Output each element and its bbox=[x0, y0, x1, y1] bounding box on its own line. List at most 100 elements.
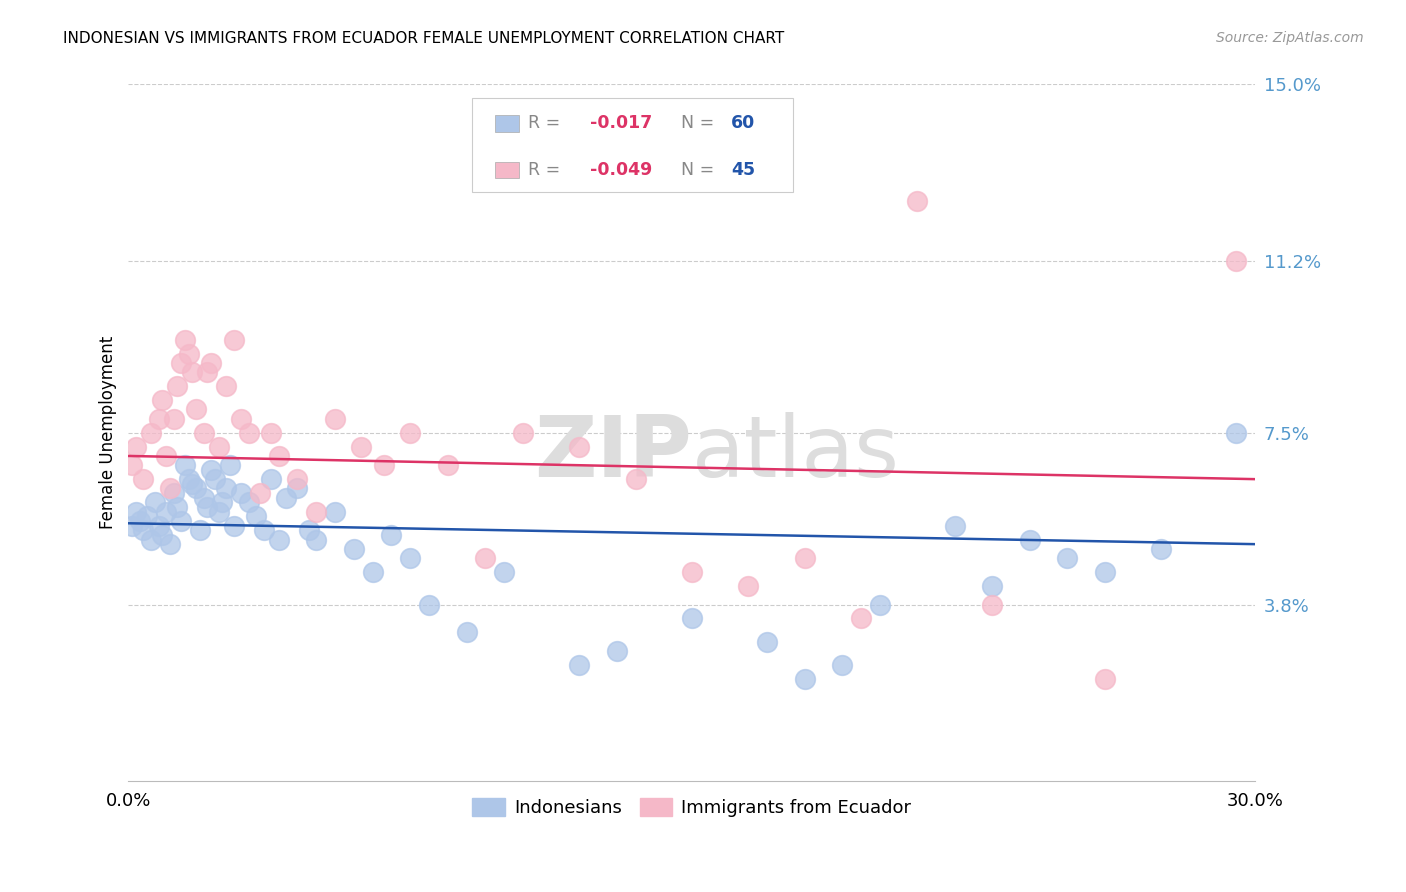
Point bbox=[849, 611, 872, 625]
Text: ZIP: ZIP bbox=[534, 412, 692, 495]
Point bbox=[380, 528, 402, 542]
Text: Source: ZipAtlas.com: Source: ZipAtlas.com bbox=[1216, 31, 1364, 45]
Text: N =: N = bbox=[681, 161, 714, 179]
Point bbox=[184, 402, 207, 417]
Point bbox=[287, 482, 309, 496]
Point bbox=[173, 333, 195, 347]
Point bbox=[139, 533, 162, 547]
Point bbox=[155, 449, 177, 463]
Text: 45: 45 bbox=[731, 161, 755, 179]
Point bbox=[260, 425, 283, 440]
Point bbox=[222, 518, 245, 533]
Point bbox=[606, 644, 628, 658]
Point bbox=[193, 425, 215, 440]
Text: R =: R = bbox=[529, 161, 561, 179]
Point bbox=[195, 500, 218, 514]
Point bbox=[568, 657, 591, 672]
Point bbox=[238, 425, 260, 440]
Point bbox=[188, 523, 211, 537]
Point bbox=[1094, 565, 1116, 579]
Point bbox=[373, 458, 395, 473]
Point bbox=[200, 463, 222, 477]
Text: -0.017: -0.017 bbox=[591, 114, 652, 132]
Point bbox=[207, 505, 229, 519]
Point bbox=[1018, 533, 1040, 547]
Point bbox=[456, 625, 478, 640]
Point bbox=[125, 505, 148, 519]
Y-axis label: Female Unemployment: Female Unemployment bbox=[100, 336, 117, 529]
Point bbox=[150, 528, 173, 542]
Point bbox=[166, 379, 188, 393]
Point bbox=[249, 486, 271, 500]
Point bbox=[215, 482, 238, 496]
Point bbox=[184, 482, 207, 496]
Point bbox=[287, 472, 309, 486]
Point bbox=[139, 425, 162, 440]
Point bbox=[361, 565, 384, 579]
Point bbox=[1150, 541, 1173, 556]
Text: N =: N = bbox=[681, 114, 714, 132]
Point bbox=[305, 533, 328, 547]
Point bbox=[1094, 672, 1116, 686]
Point bbox=[181, 365, 204, 379]
Point bbox=[737, 579, 759, 593]
FancyBboxPatch shape bbox=[472, 98, 793, 193]
Point bbox=[793, 672, 815, 686]
Point bbox=[436, 458, 458, 473]
Point bbox=[267, 533, 290, 547]
Point bbox=[177, 472, 200, 486]
Point bbox=[136, 509, 159, 524]
Point bbox=[681, 611, 703, 625]
Point bbox=[211, 495, 233, 509]
Point bbox=[177, 347, 200, 361]
Text: INDONESIAN VS IMMIGRANTS FROM ECUADOR FEMALE UNEMPLOYMENT CORRELATION CHART: INDONESIAN VS IMMIGRANTS FROM ECUADOR FE… bbox=[63, 31, 785, 46]
Point bbox=[494, 565, 516, 579]
Point bbox=[159, 482, 181, 496]
Point bbox=[681, 565, 703, 579]
Point bbox=[474, 551, 496, 566]
Point bbox=[831, 657, 853, 672]
Point bbox=[148, 411, 170, 425]
Point bbox=[981, 598, 1004, 612]
Point bbox=[155, 505, 177, 519]
Text: R =: R = bbox=[529, 114, 561, 132]
Point bbox=[343, 541, 366, 556]
Text: atlas: atlas bbox=[692, 412, 900, 495]
Point bbox=[981, 579, 1004, 593]
Point bbox=[245, 509, 267, 524]
Point bbox=[260, 472, 283, 486]
Point bbox=[1225, 425, 1247, 440]
Point bbox=[195, 365, 218, 379]
Point bbox=[905, 194, 928, 208]
Point bbox=[231, 486, 253, 500]
Point bbox=[162, 486, 184, 500]
Point bbox=[215, 379, 238, 393]
Point bbox=[121, 458, 143, 473]
Point bbox=[869, 598, 891, 612]
Legend: Indonesians, Immigrants from Ecuador: Indonesians, Immigrants from Ecuador bbox=[465, 791, 918, 824]
Point bbox=[350, 440, 373, 454]
Point bbox=[1225, 253, 1247, 268]
Point bbox=[298, 523, 321, 537]
Point bbox=[166, 500, 188, 514]
Point bbox=[148, 518, 170, 533]
Text: 60: 60 bbox=[731, 114, 755, 132]
FancyBboxPatch shape bbox=[495, 161, 519, 178]
Point bbox=[173, 458, 195, 473]
FancyBboxPatch shape bbox=[495, 115, 519, 132]
Point bbox=[323, 411, 346, 425]
Point bbox=[323, 505, 346, 519]
Point bbox=[568, 440, 591, 454]
Point bbox=[207, 440, 229, 454]
Point bbox=[150, 393, 173, 408]
Point bbox=[162, 411, 184, 425]
Point bbox=[943, 518, 966, 533]
Point bbox=[512, 425, 534, 440]
Point bbox=[218, 458, 240, 473]
Point bbox=[238, 495, 260, 509]
Point bbox=[399, 551, 422, 566]
Point bbox=[128, 514, 150, 528]
Point bbox=[170, 514, 193, 528]
Point bbox=[143, 495, 166, 509]
Point bbox=[200, 356, 222, 370]
